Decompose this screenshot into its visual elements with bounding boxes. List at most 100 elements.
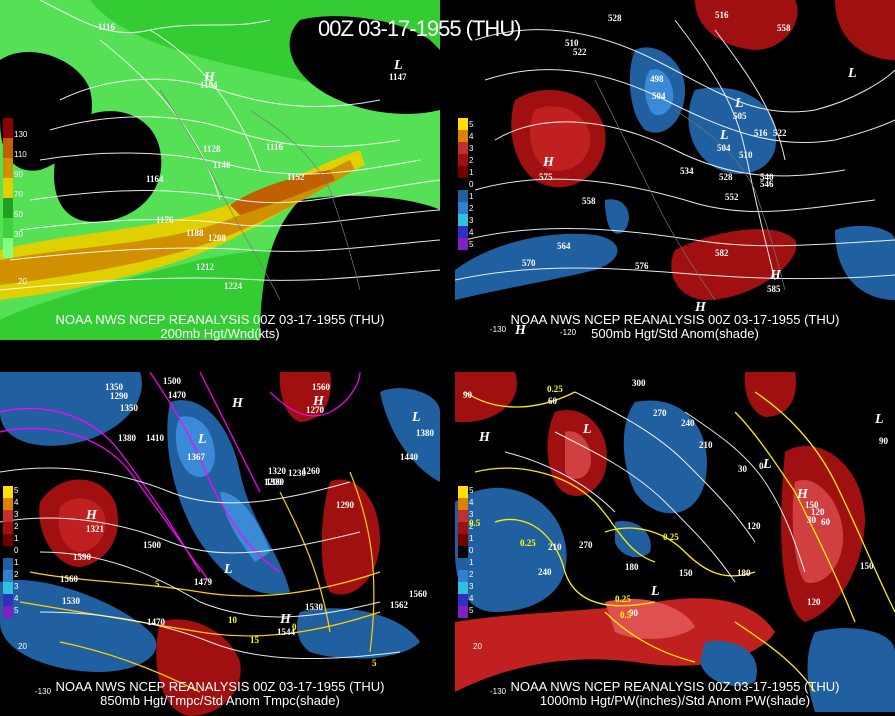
colorbar-label: 50 xyxy=(14,210,23,219)
height-label: 534 xyxy=(680,166,694,176)
height-label: 240 xyxy=(538,567,552,577)
height-label: 270 xyxy=(579,540,593,550)
colorbar-label: 1 xyxy=(469,534,474,543)
high-symbol: H xyxy=(86,508,97,523)
pw-label: 0.25 xyxy=(520,538,536,548)
grid-label: 20 xyxy=(18,642,27,651)
height-label: 120 xyxy=(811,507,825,517)
colorbar-label: 1 xyxy=(469,192,474,201)
height-label: 1479 xyxy=(194,577,212,587)
colorbar-label: 4 xyxy=(469,228,474,237)
height-label: 1152 xyxy=(287,172,305,182)
low-symbol: L xyxy=(412,410,421,425)
height-label: 1500 xyxy=(163,376,181,386)
low-symbol: L xyxy=(224,562,233,577)
panel-title: NOAA NWS NCEP REANALYSIS 00Z 03-17-1955 … xyxy=(510,679,840,694)
height-label: 1560 xyxy=(409,589,427,599)
panel-title: NOAA NWS NCEP REANALYSIS 00Z 03-17-1955 … xyxy=(55,312,385,327)
colorbar-label: 5 xyxy=(14,486,19,495)
colorbar-label: 3 xyxy=(14,510,19,519)
height-label: 1104 xyxy=(200,80,218,90)
height-label: 120 xyxy=(747,521,761,531)
high-symbol: H xyxy=(280,612,291,627)
high-symbol: H xyxy=(543,155,554,170)
colorbar-label: 1 xyxy=(469,558,474,567)
height-label: 516 xyxy=(754,128,768,138)
colorbar-label: 2 xyxy=(469,204,474,213)
low-symbol: L xyxy=(583,422,592,437)
panel-subtitle: 500mb Hgt/Std Anom(shade) xyxy=(591,326,759,341)
colorbar-label: 110 xyxy=(14,150,27,159)
height-label: 1230 xyxy=(288,468,306,478)
temp-label: 5 xyxy=(372,658,377,668)
grid-label: 20 xyxy=(473,642,482,651)
height-label: 150 xyxy=(805,500,819,510)
height-label: 522 xyxy=(773,128,787,138)
height-label: 1290 xyxy=(110,391,128,401)
low-symbol: L xyxy=(651,584,660,599)
high-symbol: H xyxy=(313,394,324,409)
height-label: 558 xyxy=(777,23,791,33)
colorbar-label: 90 xyxy=(14,170,23,179)
map-850mb xyxy=(0,372,440,716)
height-label: 1176 xyxy=(156,215,174,225)
height-label: 180 xyxy=(737,568,751,578)
height-label: 210 xyxy=(699,440,713,450)
panel-subtitle: 1000mb Hgt/PW(inches)/Std Anom PW(shade) xyxy=(539,693,811,708)
low-symbol: L xyxy=(198,432,207,447)
height-label: 90 xyxy=(879,436,888,446)
high-symbol: H xyxy=(515,323,526,338)
pw-label: 0.25 xyxy=(547,384,563,394)
high-symbol: H xyxy=(770,268,781,283)
height-label: 1367 xyxy=(187,452,205,462)
height-label: 505 xyxy=(733,111,747,121)
panel-subtitle: 200mb Hgt/Wnd(kts) xyxy=(160,326,280,341)
height-label: 1212 xyxy=(196,262,214,272)
grid-label: 20 xyxy=(18,277,27,286)
panel-title: NOAA NWS NCEP REANALYSIS 00Z 03-17-1955 … xyxy=(510,312,840,327)
height-label: 1116 xyxy=(98,22,116,32)
height-label: 150 xyxy=(679,568,693,578)
height-label: 270 xyxy=(653,408,667,418)
colorbar-200mb xyxy=(3,118,13,258)
high-symbol: H xyxy=(204,70,215,85)
pw-label: 0.5 xyxy=(620,610,632,620)
colorbar-label: 3 xyxy=(14,582,19,591)
map-200mb xyxy=(0,0,440,345)
low-symbol: L xyxy=(394,58,403,73)
height-label: 60 xyxy=(821,517,830,527)
height-label: 1500 xyxy=(143,540,161,550)
height-label: 240 xyxy=(681,418,695,428)
height-label: 564 xyxy=(557,241,571,251)
colorbar-label: 5 xyxy=(469,240,474,249)
low-symbol: L xyxy=(763,457,772,472)
height-label: 504 xyxy=(652,91,666,101)
height-label: 558 xyxy=(582,196,596,206)
height-label: 1224 xyxy=(224,281,242,291)
panel-1000mb: 5 4 3 2 1 0 1 2 3 4 5 90 60 300 270 240 … xyxy=(455,372,895,716)
height-label: 1128 xyxy=(203,144,221,154)
pw-label: 0.5 xyxy=(469,518,481,528)
height-label: 528 xyxy=(608,13,622,23)
colorbar-label: 3 xyxy=(469,582,474,591)
height-label: 1320 xyxy=(268,466,286,476)
colorbar-label: 0 xyxy=(469,546,474,555)
height-label: 1188 xyxy=(186,228,204,238)
height-label: 1470 xyxy=(147,617,165,627)
height-label: 1562 xyxy=(390,600,408,610)
pw-label: 0.25 xyxy=(615,594,631,604)
height-label: 1560 xyxy=(312,382,330,392)
height-label: 1470 xyxy=(168,390,186,400)
map-1000mb xyxy=(455,372,895,716)
height-label: 1350 xyxy=(120,403,138,413)
height-label: 540 xyxy=(760,172,774,182)
height-label: 1147 xyxy=(389,72,407,82)
colorbar-label: 0 xyxy=(469,180,474,189)
height-label: 582 xyxy=(715,248,729,258)
map-500mb xyxy=(455,0,895,345)
colorbar-label: 3 xyxy=(469,510,474,519)
colorbar-label: 4 xyxy=(469,498,474,507)
low-symbol: L xyxy=(720,128,729,143)
colorbar-label: 2 xyxy=(469,156,474,165)
height-label: 510 xyxy=(565,38,579,48)
